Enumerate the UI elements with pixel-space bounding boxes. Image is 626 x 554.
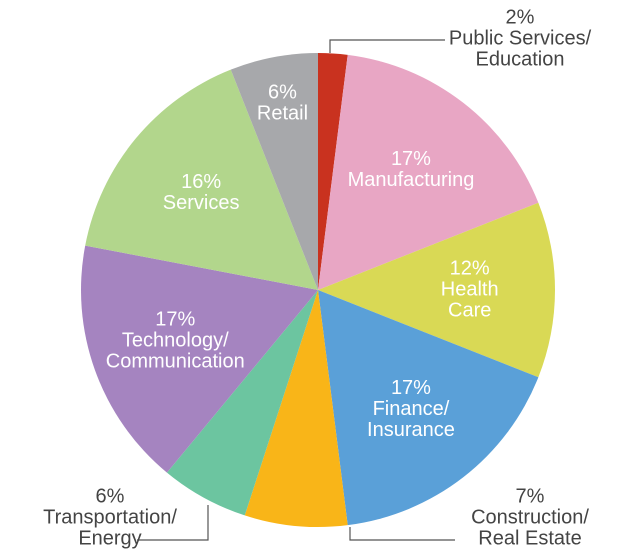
slice-category-label: Finance/	[373, 398, 450, 420]
slice-category-label: Education	[476, 48, 565, 70]
slice-category-label: Communication	[106, 351, 245, 373]
leader-line	[137, 505, 209, 541]
slice-category-label: Services	[163, 192, 240, 214]
slice-value-label: 17%	[391, 148, 431, 170]
slice-value-label: 17%	[391, 377, 431, 399]
slice-value-label: 16%	[181, 171, 221, 193]
pie-slice	[318, 290, 539, 526]
pie-slice	[318, 202, 556, 378]
pie-slice	[230, 53, 318, 290]
slice-category-label: Technology/	[122, 330, 229, 352]
slice-category-label: Retail	[257, 103, 308, 125]
pie-slice	[85, 69, 318, 290]
slice-value-label: 7%	[516, 485, 545, 507]
slice-category-label: Manufacturing	[348, 169, 475, 191]
slice-category-label: Health	[441, 278, 499, 300]
slice-category-label: Construction/	[471, 506, 589, 528]
slice-category-label: Transportation/	[43, 506, 177, 528]
pie-slice	[318, 54, 539, 290]
slice-category-label: Insurance	[367, 419, 455, 441]
pie-slice	[244, 290, 348, 527]
leader-line	[329, 39, 445, 53]
slice-category-label: Public Services/	[449, 27, 592, 49]
slice-value-label: 12%	[450, 257, 490, 279]
slice-category-label: Care	[448, 299, 491, 321]
leader-line	[349, 527, 455, 541]
slice-value-label: 6%	[96, 485, 125, 507]
slice-value-label: 6%	[268, 82, 297, 104]
slice-category-label: Real Estate	[478, 527, 581, 549]
slice-value-label: 17%	[155, 309, 195, 331]
slice-category-label: Energy	[78, 527, 141, 549]
pie-slice	[80, 245, 319, 473]
slice-value-label: 2%	[506, 6, 535, 28]
pie-slice	[166, 290, 318, 516]
pie-slice	[318, 53, 348, 290]
